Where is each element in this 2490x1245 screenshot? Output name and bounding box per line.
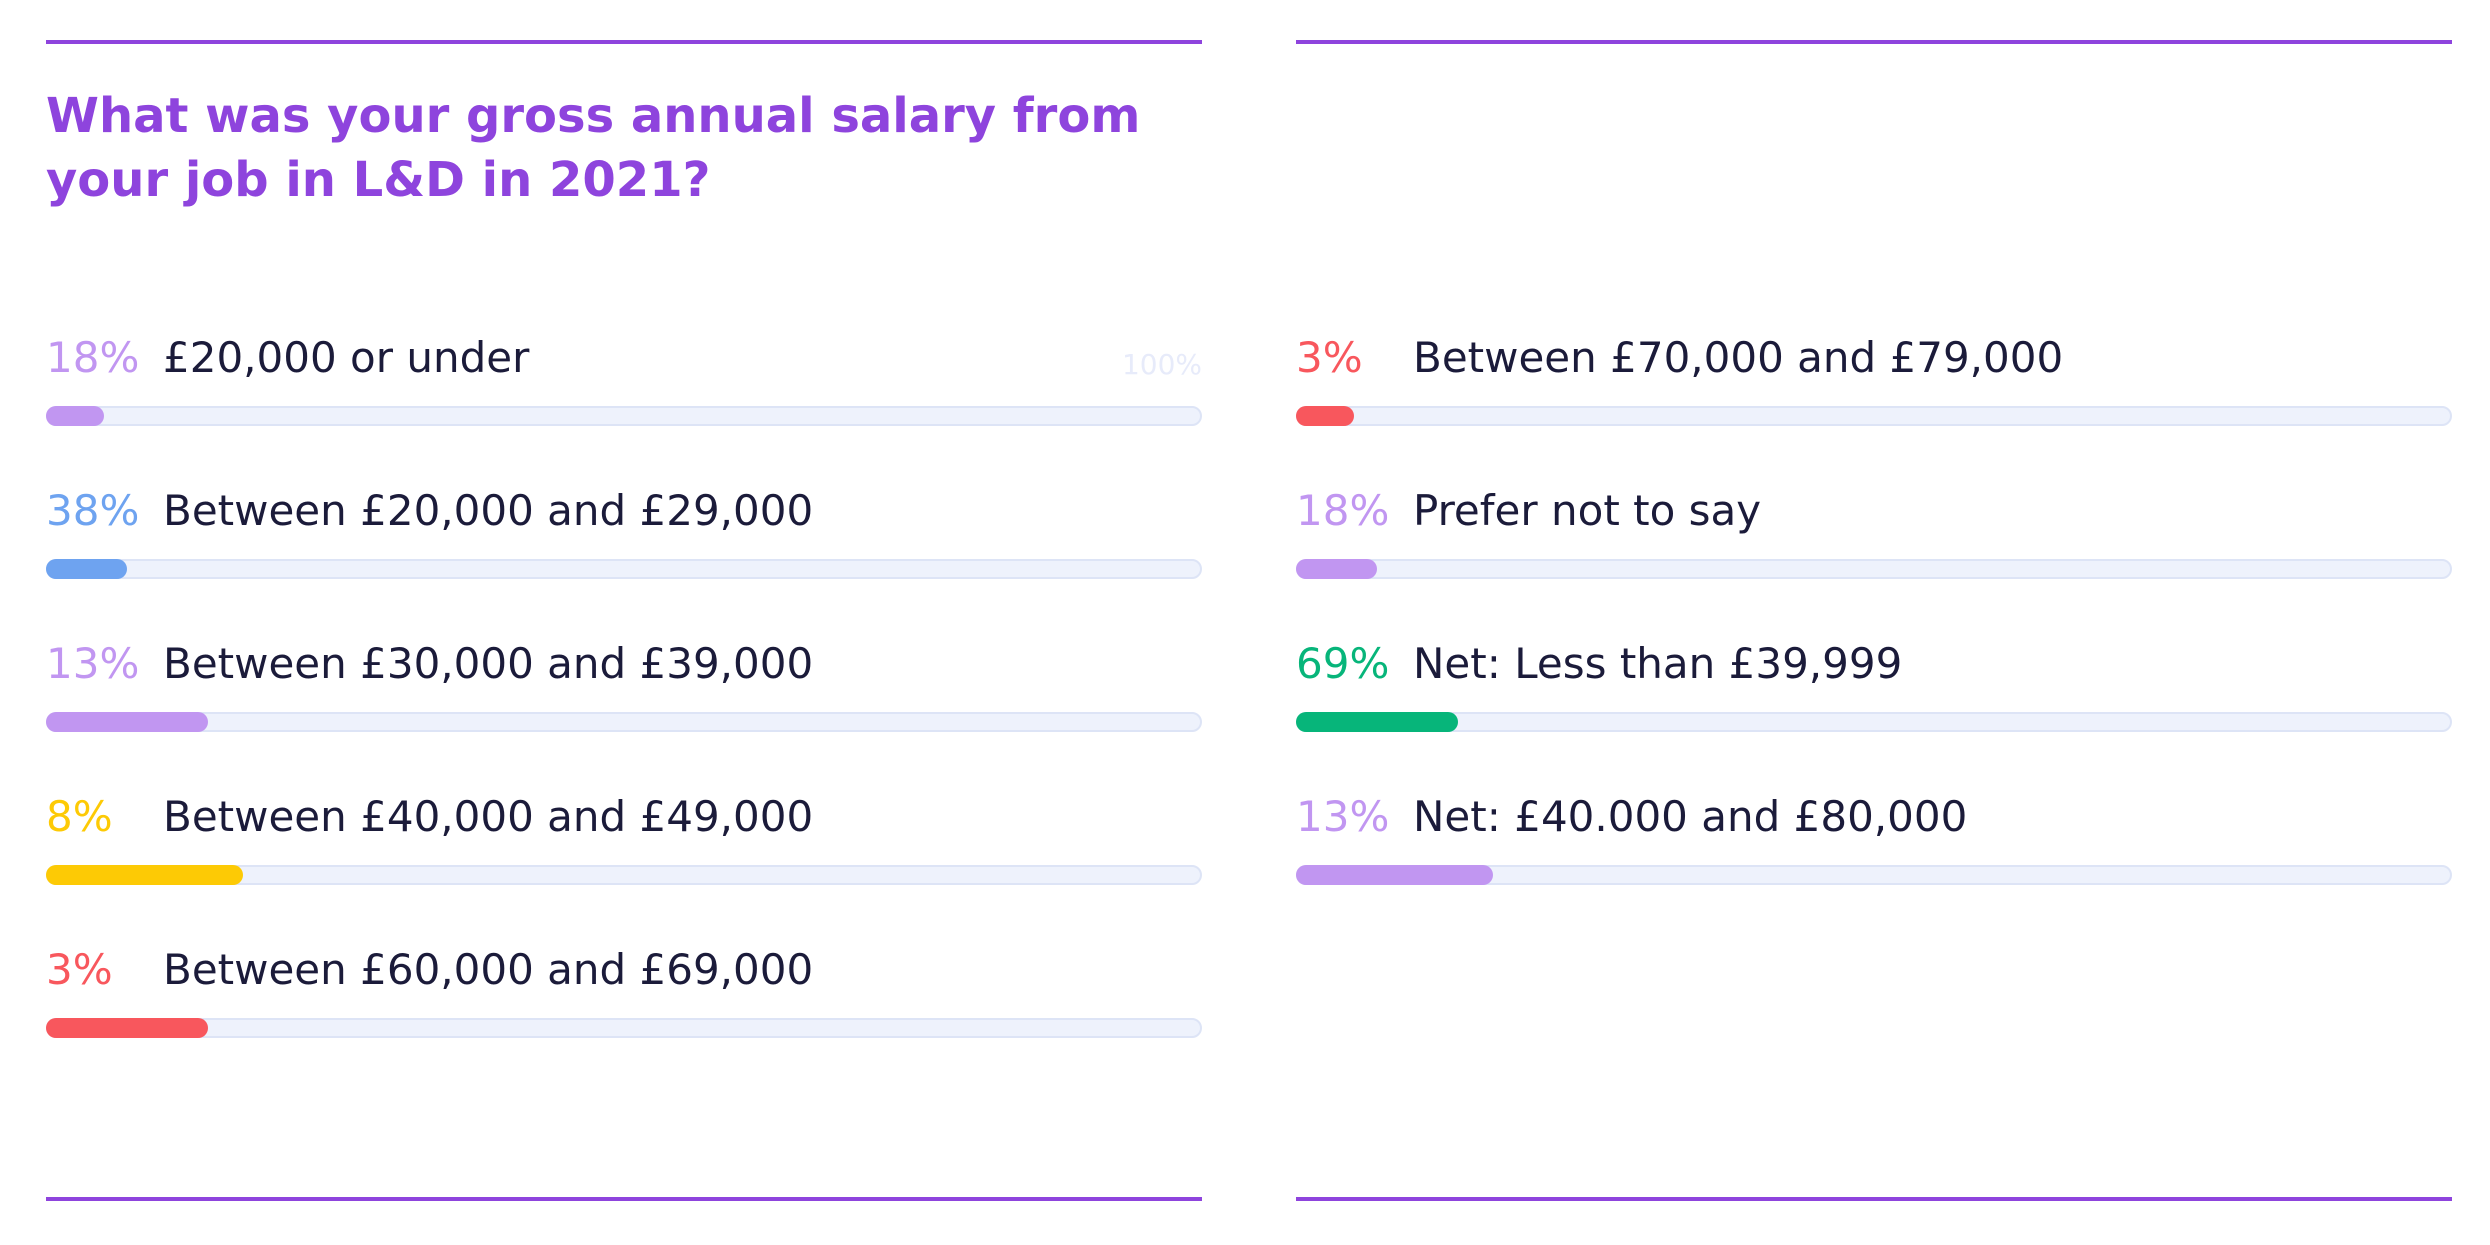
bar-row: 8% Between £40,000 and £49,000 <box>46 789 1202 889</box>
bar-category-label: Net: £40.000 and £80,000 <box>1413 792 1968 841</box>
bar <box>46 865 243 885</box>
bar-track <box>1296 406 2452 426</box>
bar-row: 38% Between £20,000 and £29,000 <box>46 483 1202 583</box>
bar-value-label: 69% <box>1296 639 1390 688</box>
bar-value-label: 3% <box>46 945 113 994</box>
bar-category-label: Between £70,000 and £79,000 <box>1413 333 2064 382</box>
bar-track <box>46 712 1202 732</box>
bar-category-label: Between £60,000 and £69,000 <box>163 945 814 994</box>
bar <box>1296 712 1458 732</box>
bar-track <box>1296 559 2452 579</box>
top-rule-right <box>1296 40 2452 44</box>
bar-category-label: Prefer not to say <box>1413 486 1762 535</box>
axis-max-label: 100% <box>1121 348 1202 381</box>
bar-value-label: 13% <box>1296 792 1390 841</box>
bar-value-label: 8% <box>46 792 113 841</box>
bottom-rule-right <box>1296 1197 2452 1201</box>
bar <box>46 712 208 732</box>
bar-row: 3% Between £60,000 and £69,000 <box>46 942 1202 1042</box>
bar-row: 18% Prefer not to say <box>1296 483 2452 583</box>
bar-value-label: 18% <box>46 333 140 382</box>
bar <box>46 1018 208 1038</box>
bar-row: 69% Net: Less than £39,999 <box>1296 636 2452 736</box>
bar-category-label: Between £30,000 and £39,000 <box>163 639 814 688</box>
bar <box>1296 865 1493 885</box>
bar-row: 18% £20,000 or under <box>46 330 1202 430</box>
bar <box>46 406 104 426</box>
bar-category-label: Between £40,000 and £49,000 <box>163 792 814 841</box>
bar <box>46 559 127 579</box>
bar-track <box>1296 712 2452 732</box>
chart-title: What was your gross annual salary from y… <box>46 88 1141 208</box>
bar-category-label: Net: Less than £39,999 <box>1413 639 1903 688</box>
bar-value-label: 38% <box>46 486 140 535</box>
bar-category-label: Between £20,000 and £29,000 <box>163 486 814 535</box>
bar-category-label: £20,000 or under <box>163 333 530 382</box>
bar <box>1296 406 1354 426</box>
bar-row: 3% Between £70,000 and £79,000 <box>1296 330 2452 430</box>
bar-row: 13% Net: £40.000 and £80,000 <box>1296 789 2452 889</box>
top-rule-left <box>46 40 1202 44</box>
bar-value-label: 13% <box>46 639 140 688</box>
bar-value-label: 18% <box>1296 486 1390 535</box>
bar-row: 13% Between £30,000 and £39,000 <box>46 636 1202 736</box>
bar-value-label: 3% <box>1296 333 1363 382</box>
bar-track <box>46 1018 1202 1038</box>
bar-track <box>46 406 1202 426</box>
bar-track <box>46 559 1202 579</box>
bottom-rule-left <box>46 1197 1202 1201</box>
bar <box>1296 559 1377 579</box>
